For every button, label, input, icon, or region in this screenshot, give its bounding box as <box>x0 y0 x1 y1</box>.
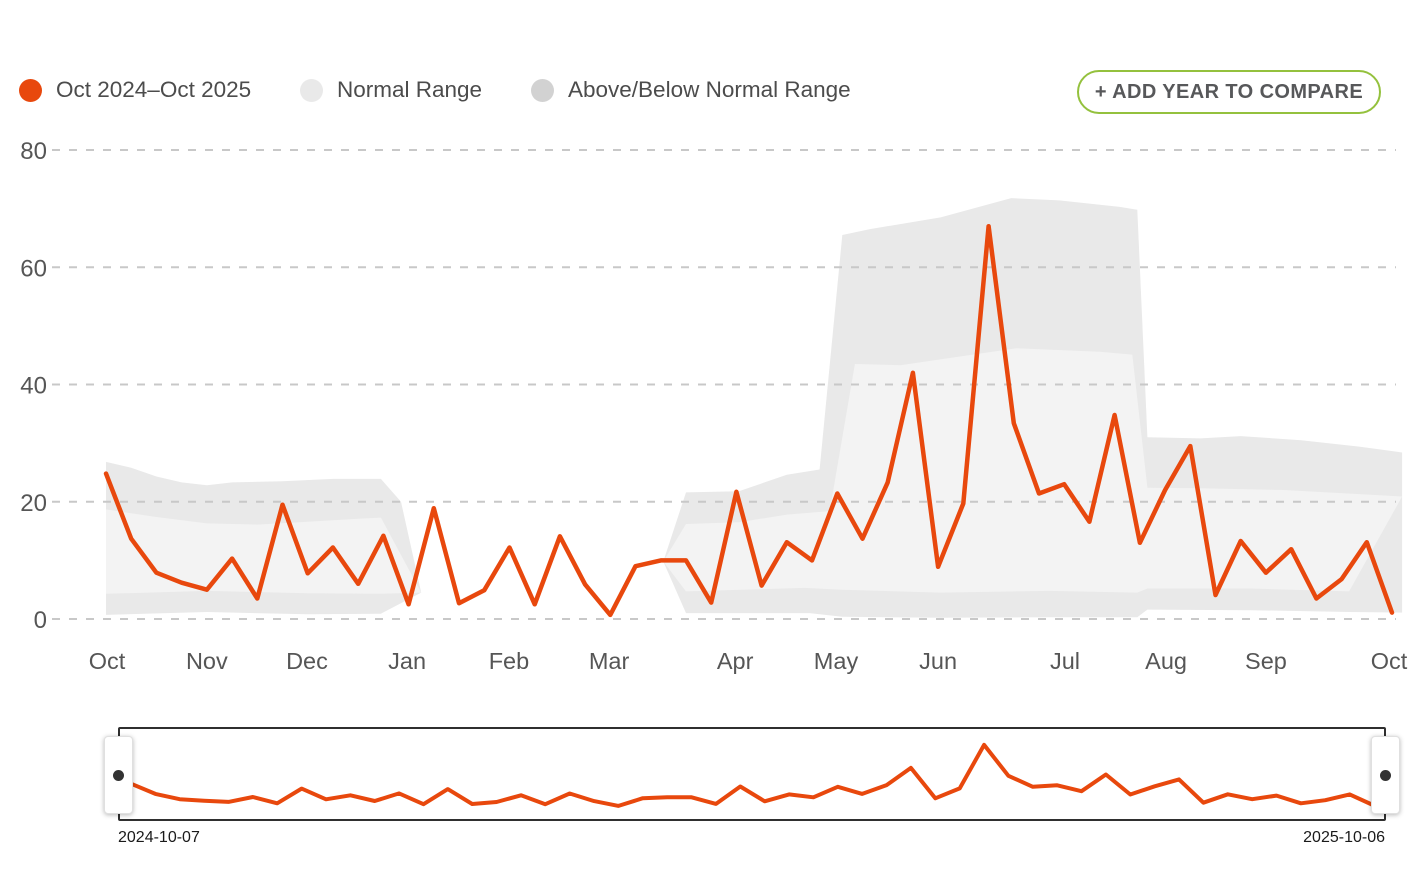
series-color-dot-icon <box>19 78 42 102</box>
x-axis-month-11: Sep <box>1245 648 1287 674</box>
x-axis-month-2: Dec <box>286 648 328 674</box>
x-axis-month-7: May <box>814 648 859 674</box>
x-axis-month-8: Jun <box>919 648 957 674</box>
add-year-to-compare-button[interactable]: + ADD YEAR TO COMPARE <box>1077 70 1381 114</box>
above-below-range-dot-icon <box>531 78 554 102</box>
x-axis-month-6: Apr <box>717 648 754 674</box>
x-axis-month-12: Oct <box>1371 648 1408 674</box>
legend-item-current-year[interactable]: Oct 2024–Oct 2025 <box>19 75 251 105</box>
series-line[interactable] <box>103 223 1395 618</box>
legend-item-normal-range[interactable]: Normal Range <box>300 75 482 105</box>
legend-label-above-below-range: Above/Below Normal Range <box>568 77 851 102</box>
range-selector-window[interactable] <box>118 727 1386 821</box>
y-axis-tick-20: 20 <box>20 490 47 517</box>
range-start-date: 2024-10-07 <box>118 829 200 846</box>
x-axis-month-10: Aug <box>1145 648 1187 674</box>
normal-range-band <box>106 509 422 594</box>
range-selector-right-handle[interactable] <box>1371 736 1400 814</box>
y-axis-tick-0: 0 <box>34 607 47 634</box>
x-axis-month-1: Nov <box>186 648 228 674</box>
y-axis-tick-80: 80 <box>20 138 47 165</box>
x-axis-month-0: Oct <box>89 648 126 674</box>
x-axis-month-9: Jul <box>1050 648 1080 674</box>
handle-grip-dot-icon <box>113 769 124 781</box>
y-axis-tick-40: 40 <box>20 373 47 400</box>
x-axis-month-4: Feb <box>489 648 530 674</box>
legend-label-normal-range: Normal Range <box>337 77 483 102</box>
y-axis-tick-60: 60 <box>20 255 47 282</box>
legend-item-above-below-range[interactable]: Above/Below Normal Range <box>531 75 851 105</box>
x-axis-month-3: Jan <box>388 648 426 674</box>
x-axis-month-5: Mar <box>589 648 630 674</box>
handle-grip-dot-icon <box>1380 769 1391 781</box>
range-selector-left-handle[interactable] <box>104 736 133 814</box>
range-end-date: 2025-10-06 <box>1303 829 1385 846</box>
legend-label-current-year: Oct 2024–Oct 2025 <box>56 77 252 102</box>
range-selector-mini-line <box>129 742 1376 808</box>
normal-range-dot-icon <box>300 78 323 102</box>
